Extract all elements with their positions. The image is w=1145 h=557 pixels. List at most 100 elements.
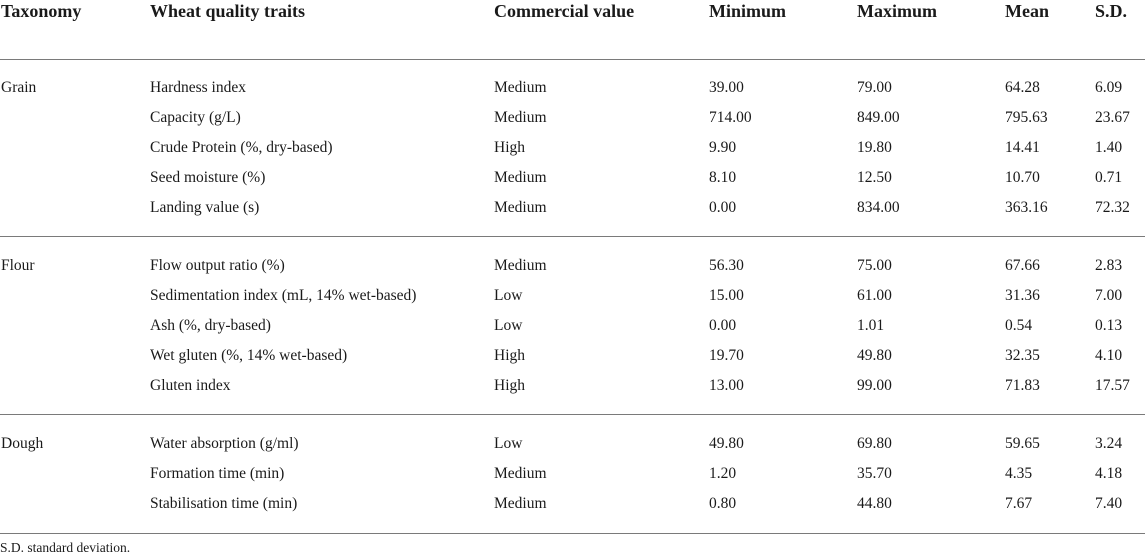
sd-cell: 7.00 (1095, 287, 1123, 305)
commercial-value-cell: Medium (494, 465, 547, 483)
table-row: Grain Hardness index Medium 39.00 79.00 64.28… (0, 74, 1145, 104)
trait-cell: Crude Protein (%, dry-based) (150, 138, 333, 156)
header-traits: Wheat quality traits (150, 1, 305, 21)
taxonomy-cell: Dough (1, 435, 44, 453)
table-group-grain: Grain Hardness index Medium 39.00 79.00 64.28… (0, 59, 1145, 237)
trait-cell: Landing value (s) (150, 198, 260, 216)
taxonomy-cell: Grain (1, 79, 37, 97)
header-commercial-value: Commercial value (494, 1, 635, 21)
commercial-value-cell: Medium (494, 168, 547, 186)
maximum-cell: 44.80 (857, 494, 892, 512)
trait-cell: Wet gluten (%, 14% wet-based) (150, 346, 348, 364)
minimum-cell: 8.10 (709, 168, 737, 186)
header-minimum: Minimum (709, 1, 787, 21)
sd-cell: 0.71 (1095, 168, 1123, 186)
maximum-cell: 849.00 (857, 109, 900, 127)
maximum-cell: 1.01 (857, 316, 885, 334)
sd-cell: 6.09 (1095, 79, 1123, 97)
table-row: Sedimentation index (mL, 14% wet-based) L… (0, 281, 1145, 311)
sd-cell: 1.40 (1095, 138, 1123, 156)
maximum-cell: 12.50 (857, 168, 892, 186)
header-maximum: Maximum (857, 1, 937, 21)
commercial-value-cell: Low (494, 316, 523, 334)
taxonomy-cell (0, 163, 149, 193)
mean-cell: 14.41 (1005, 138, 1040, 156)
minimum-cell: 0.80 (709, 494, 737, 512)
taxonomy-cell (0, 459, 149, 489)
sd-cell: 0.13 (1095, 316, 1123, 334)
mean-cell: 10.70 (1005, 168, 1040, 186)
trait-cell: Gluten index (150, 376, 231, 394)
mean-cell: 4.35 (1005, 465, 1033, 483)
mean-cell: 32.35 (1005, 346, 1040, 364)
mean-cell: 795.63 (1005, 109, 1048, 127)
commercial-value-cell: High (494, 138, 525, 156)
table-row: Gluten index High 13.00 99.00 71.83 17.57 (0, 371, 1145, 401)
table-group-flour: Flour Flow output ratio (%) Medium 56.30 75.… (0, 237, 1145, 415)
taxonomy-cell (0, 103, 149, 133)
sd-cell: 3.24 (1095, 435, 1123, 453)
table-row: Seed moisture (%) Medium 8.10 12.50 10.70 0.7… (0, 163, 1145, 193)
maximum-cell: 75.00 (857, 257, 892, 275)
trait-cell: Stabilisation time (min) (150, 494, 298, 512)
minimum-cell: 0.00 (709, 198, 737, 216)
minimum-cell: 49.80 (709, 435, 744, 453)
taxonomy-cell (0, 193, 149, 223)
group-spacer (0, 222, 1145, 237)
mean-cell: 363.16 (1005, 198, 1048, 216)
table-row: Capacity (g/L) Medium 714.00 849.00 795.63 23… (0, 103, 1145, 133)
trait-cell: Water absorption (g/ml) (150, 435, 299, 453)
maximum-cell: 79.00 (857, 79, 892, 97)
trait-cell: Formation time (min) (150, 465, 285, 483)
taxonomy-cell (0, 133, 149, 163)
maximum-cell: 834.00 (857, 198, 900, 216)
taxonomy-cell (0, 489, 149, 519)
mean-cell: 67.66 (1005, 257, 1040, 275)
mean-cell: 71.83 (1005, 376, 1040, 394)
commercial-value-cell: Low (494, 435, 523, 453)
trait-cell: Ash (%, dry-based) (150, 316, 271, 334)
maximum-cell: 49.80 (857, 346, 892, 364)
header-mean: Mean (1005, 1, 1049, 21)
minimum-cell: 39.00 (709, 79, 744, 97)
header-taxonomy: Taxonomy (1, 1, 82, 21)
minimum-cell: 1.20 (709, 465, 737, 483)
minimum-cell: 56.30 (709, 257, 744, 275)
table-row: Landing value (s) Medium 0.00 834.00 363.16 7… (0, 193, 1145, 223)
commercial-value-cell: Medium (494, 494, 547, 512)
commercial-value-cell: High (494, 346, 525, 364)
sd-cell: 2.83 (1095, 257, 1123, 275)
table-row: Ash (%, dry-based) Low 0.00 1.01 0.54 0.13 (0, 311, 1145, 341)
commercial-value-cell: Low (494, 287, 523, 305)
minimum-cell: 714.00 (709, 109, 752, 127)
commercial-value-cell: Medium (494, 257, 547, 275)
table-row: Formation time (min) Medium 1.20 35.70 4.35 4… (0, 459, 1145, 489)
table-row: Flour Flow output ratio (%) Medium 56.30 75.… (0, 251, 1145, 281)
table-row: Stabilisation time (min) Medium 0.80 44.80 7… (0, 489, 1145, 519)
commercial-value-cell: Medium (494, 109, 547, 127)
group-spacer (0, 59, 1145, 74)
taxonomy-cell (0, 341, 149, 371)
sd-cell: 72.32 (1095, 198, 1130, 216)
taxonomy-cell (0, 371, 149, 401)
trait-cell: Sedimentation index (mL, 14% wet-based) (150, 287, 417, 305)
group-spacer (0, 237, 1145, 252)
taxonomy-cell (0, 281, 149, 311)
maximum-cell: 19.80 (857, 138, 892, 156)
trait-cell: Seed moisture (%) (150, 168, 266, 186)
mean-cell: 7.67 (1005, 494, 1033, 512)
maximum-cell: 35.70 (857, 465, 892, 483)
taxonomy-cell (0, 311, 149, 341)
minimum-cell: 9.90 (709, 138, 737, 156)
footnote: S.D. standard deviation. (0, 540, 131, 555)
commercial-value-cell: Medium (494, 198, 547, 216)
maximum-cell: 69.80 (857, 435, 892, 453)
table-row: Dough Water absorption (g/ml) Low 49.80 69.8… (0, 429, 1145, 459)
sd-cell: 4.18 (1095, 465, 1123, 483)
mean-cell: 31.36 (1005, 287, 1040, 305)
minimum-cell: 0.00 (709, 316, 737, 334)
wheat-quality-table: Taxonomy Wheat quality traits Commercial… (0, 1, 1145, 534)
minimum-cell: 19.70 (709, 346, 744, 364)
mean-cell: 0.54 (1005, 316, 1033, 334)
